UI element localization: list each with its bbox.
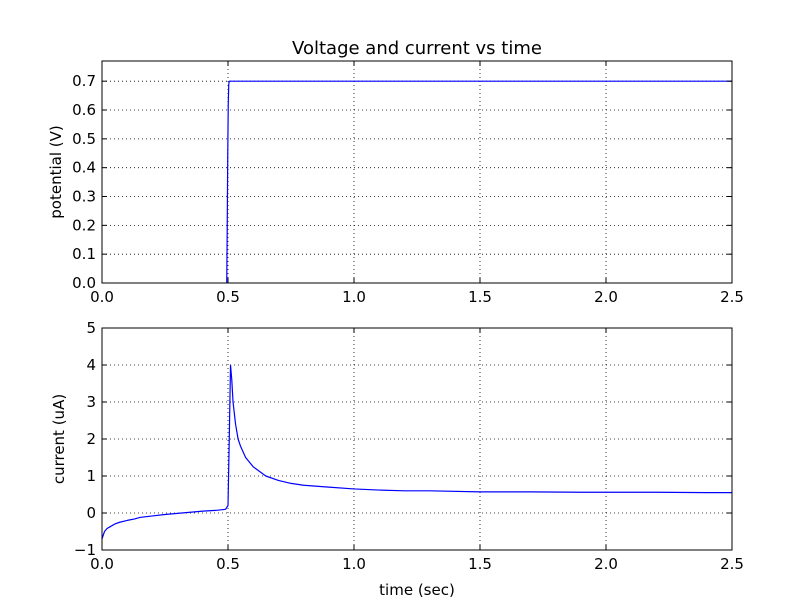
potential-x-tick-label: 0.5	[216, 288, 240, 306]
potential-y-tick-label: 0.2	[72, 216, 96, 234]
potential-y-tick-label: 0.4	[72, 159, 96, 177]
current-y-tick-label: 2	[86, 430, 96, 448]
potential-plot-frame	[101, 60, 733, 284]
current-y-tick-label: 1	[86, 467, 96, 485]
current-x-tick-label: 0.5	[216, 555, 240, 573]
chart-title: Voltage and current vs time	[292, 38, 542, 59]
current-x-tick-label: 1.0	[342, 555, 366, 573]
potential-y-tick-label: 0.1	[72, 245, 96, 263]
current-plot-frame	[101, 327, 733, 551]
potential-x-tick-label: 1.0	[342, 288, 366, 306]
potential-y-axis-label: potential (V)	[47, 125, 65, 218]
potential-y-tick-label: 0.3	[72, 188, 96, 206]
potential-panel: 0.0 0.5 1.0 1.5 2.0 2.5 0.0 0.1 0.2 0.3 0.4 0.5 0.6 0…	[47, 60, 744, 306]
potential-y-tick-label: 0.7	[72, 72, 96, 90]
potential-y-tick-label: 0.5	[72, 130, 96, 148]
potential-x-tick-label: 1.5	[468, 288, 492, 306]
current-y-tick-label: 4	[86, 356, 96, 374]
current-x-tick-label: 2.5	[720, 555, 744, 573]
current-x-tick-label: 1.5	[468, 555, 492, 573]
potential-y-tick-label: 0.0	[72, 274, 96, 292]
current-y-tick-label: 5	[86, 319, 96, 337]
current-y-axis-label: current (uA)	[50, 394, 68, 484]
potential-x-tick-label: 0.0	[90, 288, 114, 306]
current-x-tick-label: 0.0	[90, 555, 114, 573]
potential-series-line	[226, 80, 732, 284]
current-y-tick-label: 0	[86, 504, 96, 522]
current-x-tick-label: 2.0	[594, 555, 618, 573]
current-y-tick-label: −1	[74, 541, 96, 559]
potential-x-tick-label: 2.5	[720, 288, 744, 306]
current-series-line	[101, 364, 732, 540]
current-y-tick-label: 3	[86, 393, 96, 411]
potential-x-tick-label: 2.0	[594, 288, 618, 306]
x-axis-label: time (sec)	[379, 581, 455, 599]
potential-y-tick-label: 0.6	[72, 101, 96, 119]
